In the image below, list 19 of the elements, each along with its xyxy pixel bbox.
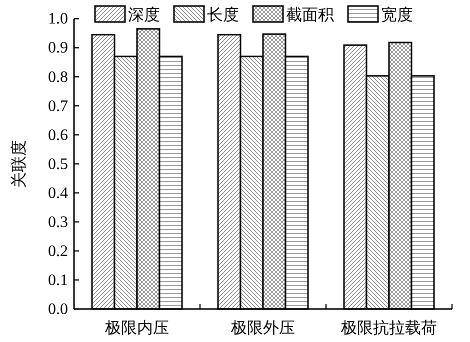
x-tick-label: 极限内压 [104, 319, 169, 337]
y-axis-title: 关联度 [10, 140, 28, 188]
y-tick-label: 0.4 [48, 184, 68, 202]
legend-label: 截面积 [286, 6, 334, 24]
y-tick-label: 0.6 [48, 126, 68, 144]
y-tick-label: 0.5 [48, 156, 68, 173]
x-tick-label: 极限抗拉载荷 [340, 319, 437, 337]
y-tick-label: 0.1 [48, 272, 68, 289]
y-tick-label: 0.7 [48, 98, 68, 115]
legend-label: 长度 [207, 6, 239, 24]
legend-label: 深度 [128, 6, 160, 24]
y-tick-label: 0.8 [48, 68, 68, 86]
legend-label: 宽度 [381, 6, 413, 24]
y-tick-label: 1.0 [48, 10, 68, 28]
y-tick-label: 0.0 [48, 301, 68, 318]
y-tick-label: 0.2 [48, 242, 68, 260]
y-tick-label: 0.3 [48, 214, 68, 231]
y-tick-label: 0.9 [48, 40, 68, 57]
x-tick-label: 极限外压 [230, 320, 295, 337]
